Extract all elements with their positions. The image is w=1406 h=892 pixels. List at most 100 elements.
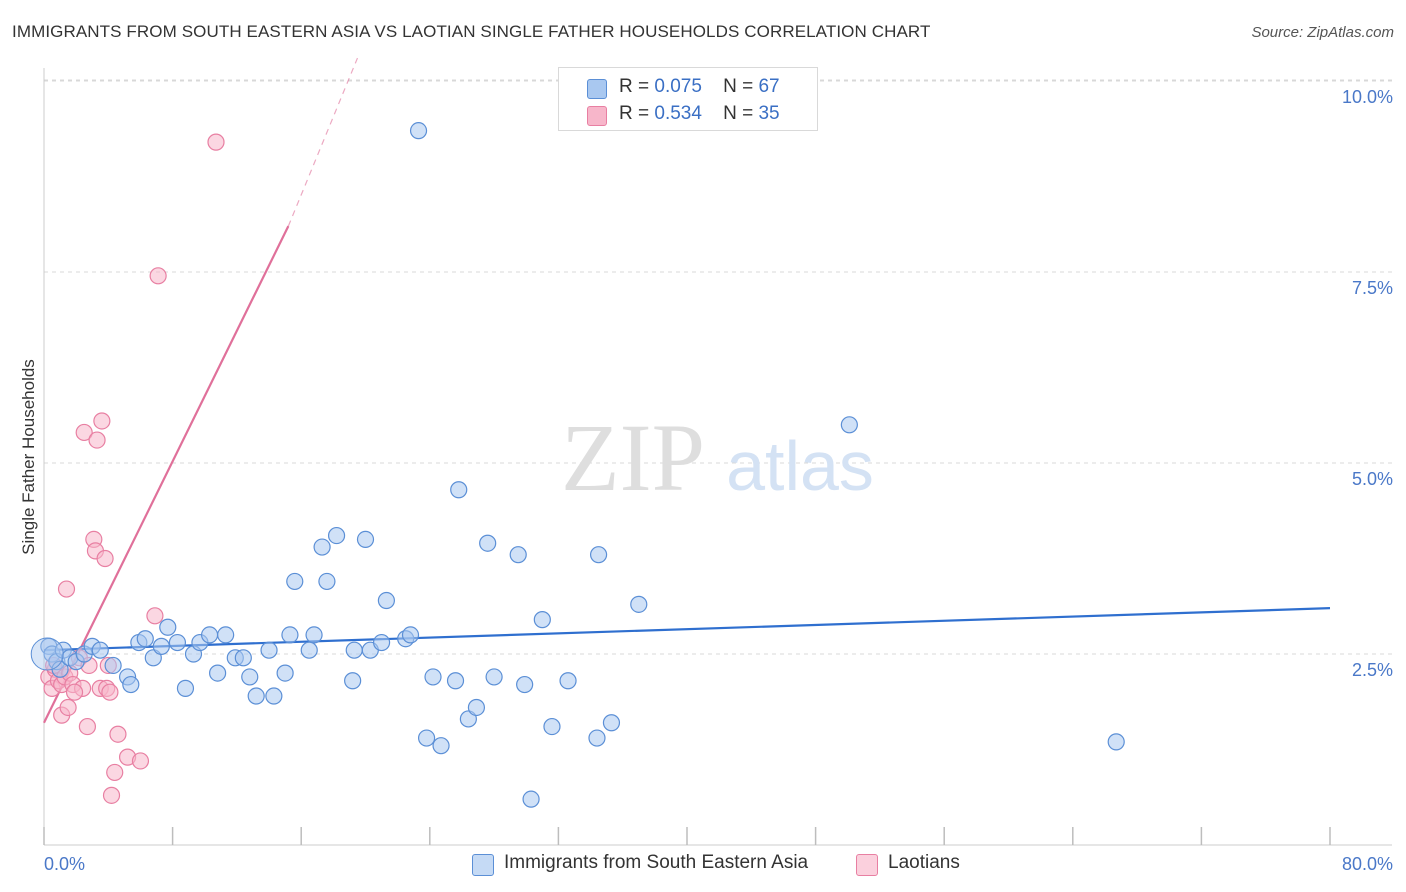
immigrant-point	[485, 668, 503, 686]
immigrant-point	[200, 626, 219, 644]
laotian-point	[106, 763, 124, 782]
laotian-point	[101, 683, 119, 701]
immigrant-point	[136, 630, 154, 648]
immigrant-point	[281, 626, 299, 644]
immigrant-point	[318, 572, 336, 591]
immigrant-point	[327, 526, 346, 545]
y-axis-label: Single Father Households	[19, 359, 38, 555]
trend-lines	[43, 57, 1331, 724]
immigrant-point	[152, 637, 170, 655]
laotian-point	[93, 412, 111, 430]
legend-r-value: 0.075	[654, 76, 702, 97]
trend-line-laotians-extension	[287, 57, 359, 227]
immigrant-point	[234, 649, 252, 667]
tick-labels: 2.5% 5.0% 7.5% 10.0% 0.0% 80.0%	[44, 87, 1393, 874]
immigrant-point	[276, 664, 294, 682]
laotian-point	[75, 423, 93, 442]
immigrant-point	[417, 729, 436, 747]
immigrant-point	[104, 656, 122, 675]
series-laotians	[40, 133, 225, 804]
laotian-point	[78, 717, 97, 736]
legend-label-laotians: Laotians	[888, 852, 960, 873]
laotian-point	[109, 725, 127, 743]
immigrant-point	[446, 672, 465, 690]
immigrant-point	[356, 530, 375, 549]
immigrant-point	[559, 672, 577, 690]
immigrant-point	[247, 687, 265, 705]
legend-n-label: N =	[723, 103, 754, 124]
immigrant-point	[522, 790, 540, 808]
legend-n-value: 35	[758, 103, 780, 124]
immigrant-point	[345, 641, 363, 659]
laotian-point	[149, 267, 167, 285]
immigrant-point	[209, 664, 227, 682]
immigrant-point	[265, 687, 283, 705]
immigrant-point	[432, 737, 450, 755]
immigrant-point	[313, 538, 331, 556]
immigrant-point	[840, 416, 858, 434]
watermark-zip: ZIP	[561, 404, 705, 511]
watermark-atlas: atlas	[726, 427, 874, 505]
immigrant-point	[409, 122, 428, 140]
immigrant-point	[344, 672, 362, 690]
legend-swatch-pink	[856, 854, 878, 876]
immigrant-point	[300, 641, 318, 659]
legend-swatch-blue	[587, 79, 607, 99]
legend-r-value: 0.534	[654, 103, 702, 124]
trend-line-immigrants	[43, 607, 1331, 652]
legend-n-value: 67	[758, 76, 780, 97]
immigrant-point	[401, 626, 420, 644]
immigrant-point	[260, 641, 278, 659]
laotian-point	[207, 133, 225, 151]
y-tick-label: 5.0%	[1352, 469, 1393, 489]
laotian-point	[57, 580, 76, 598]
trend-line-laotians	[43, 225, 290, 724]
y-tick-label: 7.5%	[1352, 278, 1393, 298]
immigrant-point	[286, 572, 304, 591]
correlation-legend: R = 0.075 N = 67 R = 0.534 N = 35	[558, 67, 818, 131]
immigrant-point	[91, 641, 109, 659]
laotian-point	[102, 786, 121, 804]
immigrant-point	[241, 668, 259, 686]
legend-swatch-pink	[587, 106, 607, 126]
grid-lines	[44, 79, 1392, 655]
immigrant-point	[159, 618, 177, 636]
immigrant-point	[509, 546, 527, 564]
immigrant-point	[589, 546, 608, 564]
legend-r-label: R =	[619, 76, 650, 97]
legend-n-label: N =	[723, 76, 754, 97]
immigrant-point	[217, 626, 235, 644]
immigrant-point	[30, 637, 64, 671]
watermark: ZIP atlas	[561, 404, 874, 511]
immigrant-point	[467, 698, 486, 717]
immigrant-point	[168, 633, 187, 652]
immigrant-point	[543, 717, 561, 736]
immigrant-point	[176, 679, 195, 697]
x-tick-label: 0.0%	[44, 854, 85, 874]
immigrant-point	[305, 626, 323, 644]
y-tick-label: 10.0%	[1342, 87, 1393, 107]
immigrant-point	[588, 729, 606, 747]
axes	[43, 68, 1392, 846]
laotian-point	[146, 607, 164, 625]
legend-r-label: R =	[619, 103, 650, 124]
x-tick-label: 80.0%	[1342, 854, 1393, 874]
laotian-point	[96, 549, 114, 568]
immigrant-point	[630, 595, 648, 613]
laotian-point	[131, 752, 150, 770]
immigrant-point	[122, 675, 140, 694]
laotian-point	[59, 698, 77, 717]
source-label: Source: ZipAtlas.com	[1251, 24, 1394, 41]
immigrant-point	[533, 611, 551, 629]
immigrant-point	[479, 534, 497, 552]
immigrant-point	[424, 668, 442, 686]
chart-title: IMMIGRANTS FROM SOUTH EASTERN ASIA VS LA…	[12, 22, 931, 41]
y-tick-label: 2.5%	[1352, 660, 1393, 680]
series-immigrants-sea	[30, 122, 1125, 808]
immigrant-point	[372, 633, 391, 652]
immigrant-point	[1107, 733, 1125, 751]
immigrant-point	[516, 675, 534, 694]
immigrant-point	[450, 481, 468, 499]
legend-swatch-blue	[472, 854, 494, 876]
